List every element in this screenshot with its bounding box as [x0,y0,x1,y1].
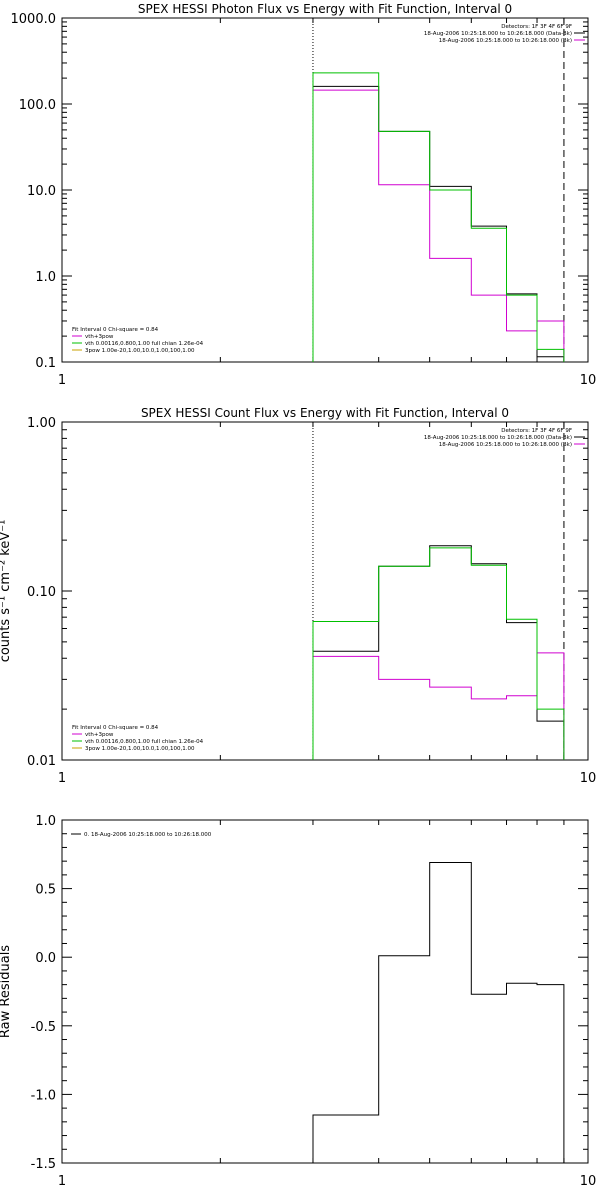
plot-frame [61,819,589,1164]
plot-frame [61,17,589,363]
series-line [312,89,565,362]
series-line [312,547,565,760]
time-range-label: 18-Aug-2006 10:25:18.000 to 10:26:18.000… [424,31,572,37]
y-tick-label: 1.0 [35,814,56,829]
y-tick-label: 10.0 [27,184,56,199]
photon-flux-panel: SPEX HESSI Photon Flux vs Energy with Fi… [11,2,597,388]
x-tick-label: 1 [58,1174,66,1189]
residuals-panel: 1.0 0.5 0.0 -0.5 -1.0 -1.51 10 Raw Residuals 0. … [0,814,596,1189]
time-range-label: 18-Aug-2006 10:25:18.000 to 10:26:18.000… [424,435,572,441]
fit-legend-head: Fit Interval 0 Chi-square = 0.84 [72,725,159,731]
y-tick-label: 0.01 [27,754,56,769]
chart-title: SPEX HESSI Photon Flux vs Energy with Fi… [138,2,512,16]
y-tick-label: 1.00 [27,416,56,431]
y-tick-label: 0.5 [35,883,56,898]
y-tick-label: 1.0 [35,270,56,285]
x-tick-label: 10 [580,1174,597,1189]
y-tick-label: 1000.0 [11,12,57,27]
y-tick-label: -1.5 [31,1157,56,1172]
series-line [312,85,565,362]
legend-entry: 3pow 1.00e-20,1.00,10.0,1.00,100,1.00 [85,348,195,354]
x-tick-label: 1 [58,373,66,388]
legend-entry: 0. 18-Aug-2006 10:25:18.000 to 10:26:18.… [84,832,212,838]
detectors-label: Detectors: 1F 3F 4F 6F 9F [501,24,572,30]
y-tick-label: 0.1 [35,356,56,371]
series-line [312,652,565,760]
legend-entry: vth 0.00116,0.800,1.00 full chian 1.26e-… [85,341,204,347]
chart-title: SPEX HESSI Count Flux vs Energy with Fit… [141,406,509,420]
series-line [312,862,565,1163]
time-range-label: 18-Aug-2006 10:25:18.000 to 10:26:18.000… [439,38,572,44]
y-axis-label: counts s⁻¹ cm⁻² keV⁻¹ [0,520,13,663]
legend-entry: 3pow 1.00e-20,1.00,10.0,1.00,100,1.00 [85,746,195,752]
legend-entry: vth+3pow [85,732,114,738]
series-line [312,72,565,362]
y-tick-label: -1.0 [31,1088,56,1103]
y-tick-label: 0.10 [27,585,56,600]
legend-entry: vth+3pow [85,334,114,340]
x-tick-label: 10 [580,771,597,786]
x-tick-label: 10 [580,373,597,388]
y-tick-label: 0.0 [35,951,56,966]
detectors-label: Detectors: 1F 3F 4F 6F 9F [501,428,572,434]
time-range-label: 18-Aug-2006 10:25:18.000 to 10:26:18.000… [439,442,572,448]
count-flux-panel: SPEX HESSI Count Flux vs Energy with Fit… [0,406,596,786]
y-axis-label: Raw Residuals [0,945,13,1038]
series-line [312,545,565,760]
x-tick-label: 1 [58,771,66,786]
y-tick-label: 100.0 [19,98,56,113]
y-tick-label: -0.5 [31,1020,56,1035]
plot-frame [61,421,589,761]
legend-entry: vth 0.00116,0.800,1.00 full chian 1.26e-… [85,739,204,745]
fit-legend-head: Fit Interval 0 Chi-square = 0.84 [72,327,159,333]
